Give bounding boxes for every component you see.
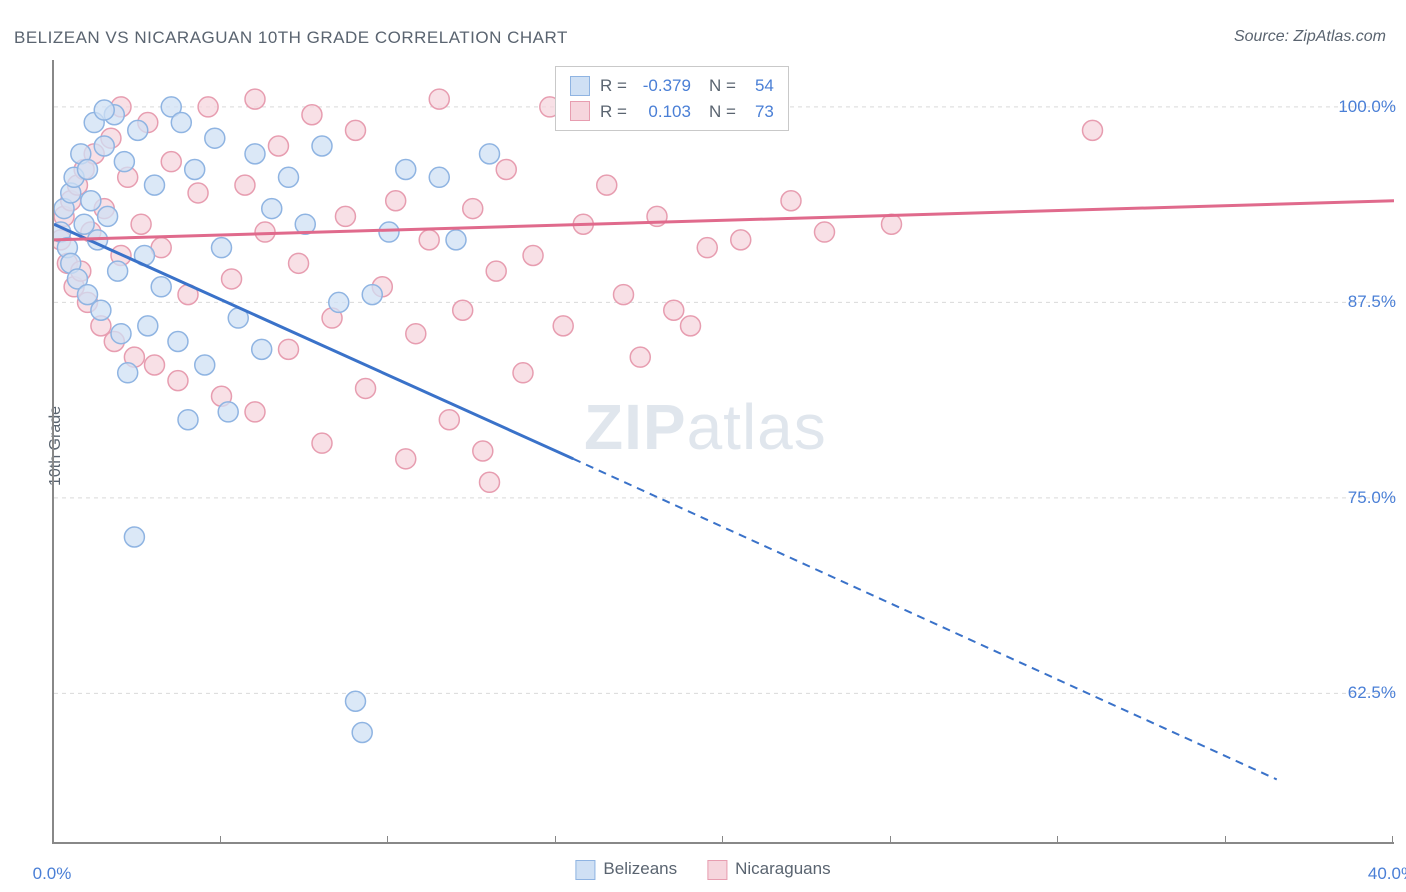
stats-row-nicaraguans: R = 0.103 N = 73: [570, 99, 774, 125]
x-tick-mark: [1225, 836, 1226, 844]
y-tick-label: 100.0%: [1338, 97, 1396, 117]
x-tick-mark: [220, 836, 221, 844]
source-attribution: Source: ZipAtlas.com: [1234, 28, 1386, 46]
r-label: R =: [600, 99, 627, 125]
x-tick-mark: [387, 836, 388, 844]
legend-bottom: Belizeans Nicaraguans: [575, 859, 830, 880]
r-label: R =: [600, 73, 627, 99]
n-label: N =: [709, 99, 736, 125]
swatch-nicaraguans: [570, 101, 590, 121]
chart-title: BELIZEAN VS NICARAGUAN 10TH GRADE CORREL…: [14, 28, 568, 48]
stats-row-belizeans: R = -0.379 N = 54: [570, 73, 774, 99]
legend-swatch-nicaraguans: [707, 860, 727, 880]
y-tick-label: 87.5%: [1348, 292, 1396, 312]
legend-item-belizeans: Belizeans: [575, 859, 677, 880]
plot-svg: [54, 60, 1394, 842]
x-tick-mark: [1057, 836, 1058, 844]
plot-area: ZIPatlas: [52, 60, 1394, 844]
n-value-belizeans: 54: [746, 73, 774, 99]
x-tick-label: 0.0%: [33, 864, 72, 884]
legend-label-belizeans: Belizeans: [603, 859, 677, 878]
x-tick-mark: [890, 836, 891, 844]
legend-swatch-belizeans: [575, 860, 595, 880]
r-value-belizeans: -0.379: [637, 73, 691, 99]
x-tick-label: 40.0%: [1368, 864, 1406, 884]
y-tick-label: 75.0%: [1348, 488, 1396, 508]
y-tick-label: 62.5%: [1348, 683, 1396, 703]
x-tick-mark: [1392, 836, 1393, 844]
swatch-belizeans: [570, 76, 590, 96]
legend-item-nicaraguans: Nicaraguans: [707, 859, 830, 880]
x-tick-mark: [722, 836, 723, 844]
legend-label-nicaraguans: Nicaraguans: [735, 859, 830, 878]
n-value-nicaraguans: 73: [746, 99, 774, 125]
r-value-nicaraguans: 0.103: [637, 99, 691, 125]
x-tick-mark: [52, 836, 53, 844]
stats-legend-box: R = -0.379 N = 54 R = 0.103 N = 73: [555, 66, 789, 131]
x-tick-mark: [555, 836, 556, 844]
n-label: N =: [709, 73, 736, 99]
